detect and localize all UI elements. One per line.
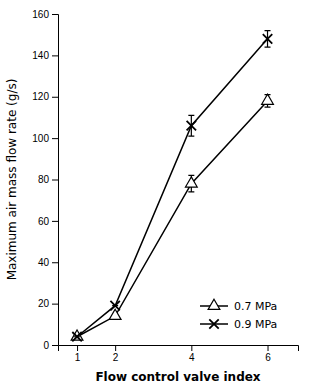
x-axis: 1 2 4 6 [59, 345, 299, 363]
tick-mark [191, 345, 192, 351]
legend-label: 0.9 MPa [234, 318, 277, 331]
tick: 20 [38, 298, 58, 309]
tick-mark [268, 345, 269, 351]
legend: 0.7 MPa 0.9 MPa [200, 299, 277, 331]
legend-item: 0.9 MPa [200, 318, 277, 331]
tick-label: 120 [32, 91, 49, 102]
tick: 100 [32, 133, 58, 144]
y-axis: 0 20 40 60 80 100 120 140 160 [32, 9, 58, 351]
tick: 40 [38, 257, 58, 268]
series [72, 31, 272, 342]
tick-mark [52, 55, 58, 56]
axis-line [59, 346, 299, 352]
tick-mark [77, 345, 78, 351]
marker [72, 332, 81, 341]
tick-label: 60 [38, 216, 50, 227]
tick-mark [52, 262, 58, 263]
marker [110, 301, 119, 310]
plot-area: 12460204060801001201401600.7 MPa0.9 MPa [32, 9, 298, 363]
tick-label: 80 [38, 174, 50, 185]
marker [185, 177, 197, 187]
legend-item: 0.7 MPa [200, 299, 277, 313]
marker [263, 34, 272, 43]
chart-container: 12460204060801001201401600.7 MPa0.9 MPaF… [0, 0, 312, 391]
tick: 140 [32, 50, 58, 61]
tick-mark [52, 138, 58, 139]
tick-label: 20 [38, 298, 50, 309]
tick: 160 [32, 9, 58, 20]
tick: 4 [189, 345, 195, 363]
tick: 60 [38, 216, 58, 227]
tick-label: 160 [32, 9, 49, 20]
tick-mark [115, 345, 116, 351]
tick-label: 4 [189, 352, 195, 363]
tick-mark [52, 14, 58, 15]
tick-mark [52, 221, 58, 222]
tick: 1 [75, 345, 81, 363]
x-axis-title: Flow control valve index [95, 370, 260, 384]
y-axis-title: Maximum air mass flow rate (g/s) [5, 79, 19, 281]
tick-mark [52, 97, 58, 98]
tick-label: 1 [75, 352, 81, 363]
tick-mark [52, 304, 58, 305]
legend-marker [208, 299, 220, 309]
legend-marker [209, 319, 218, 328]
tick-mark [52, 345, 58, 346]
tick-label: 6 [265, 352, 271, 363]
marker [262, 94, 274, 104]
marks [71, 31, 273, 342]
legend-label: 0.7 MPa [234, 300, 277, 313]
tick-label: 0 [43, 340, 49, 351]
axis-line [52, 15, 59, 346]
tick: 2 [113, 345, 119, 363]
tick: 0 [43, 340, 58, 351]
tick-mark [52, 180, 58, 181]
tick: 80 [38, 174, 58, 185]
tick: 6 [265, 345, 271, 363]
tick: 120 [32, 91, 58, 102]
chart-svg: 12460204060801001201401600.7 MPa0.9 MPaF… [0, 0, 312, 391]
tick-label: 140 [32, 50, 49, 61]
line [77, 39, 267, 337]
tick-label: 2 [113, 352, 119, 363]
tick-label: 100 [32, 133, 49, 144]
tick-label: 40 [38, 257, 50, 268]
marker [187, 121, 196, 130]
